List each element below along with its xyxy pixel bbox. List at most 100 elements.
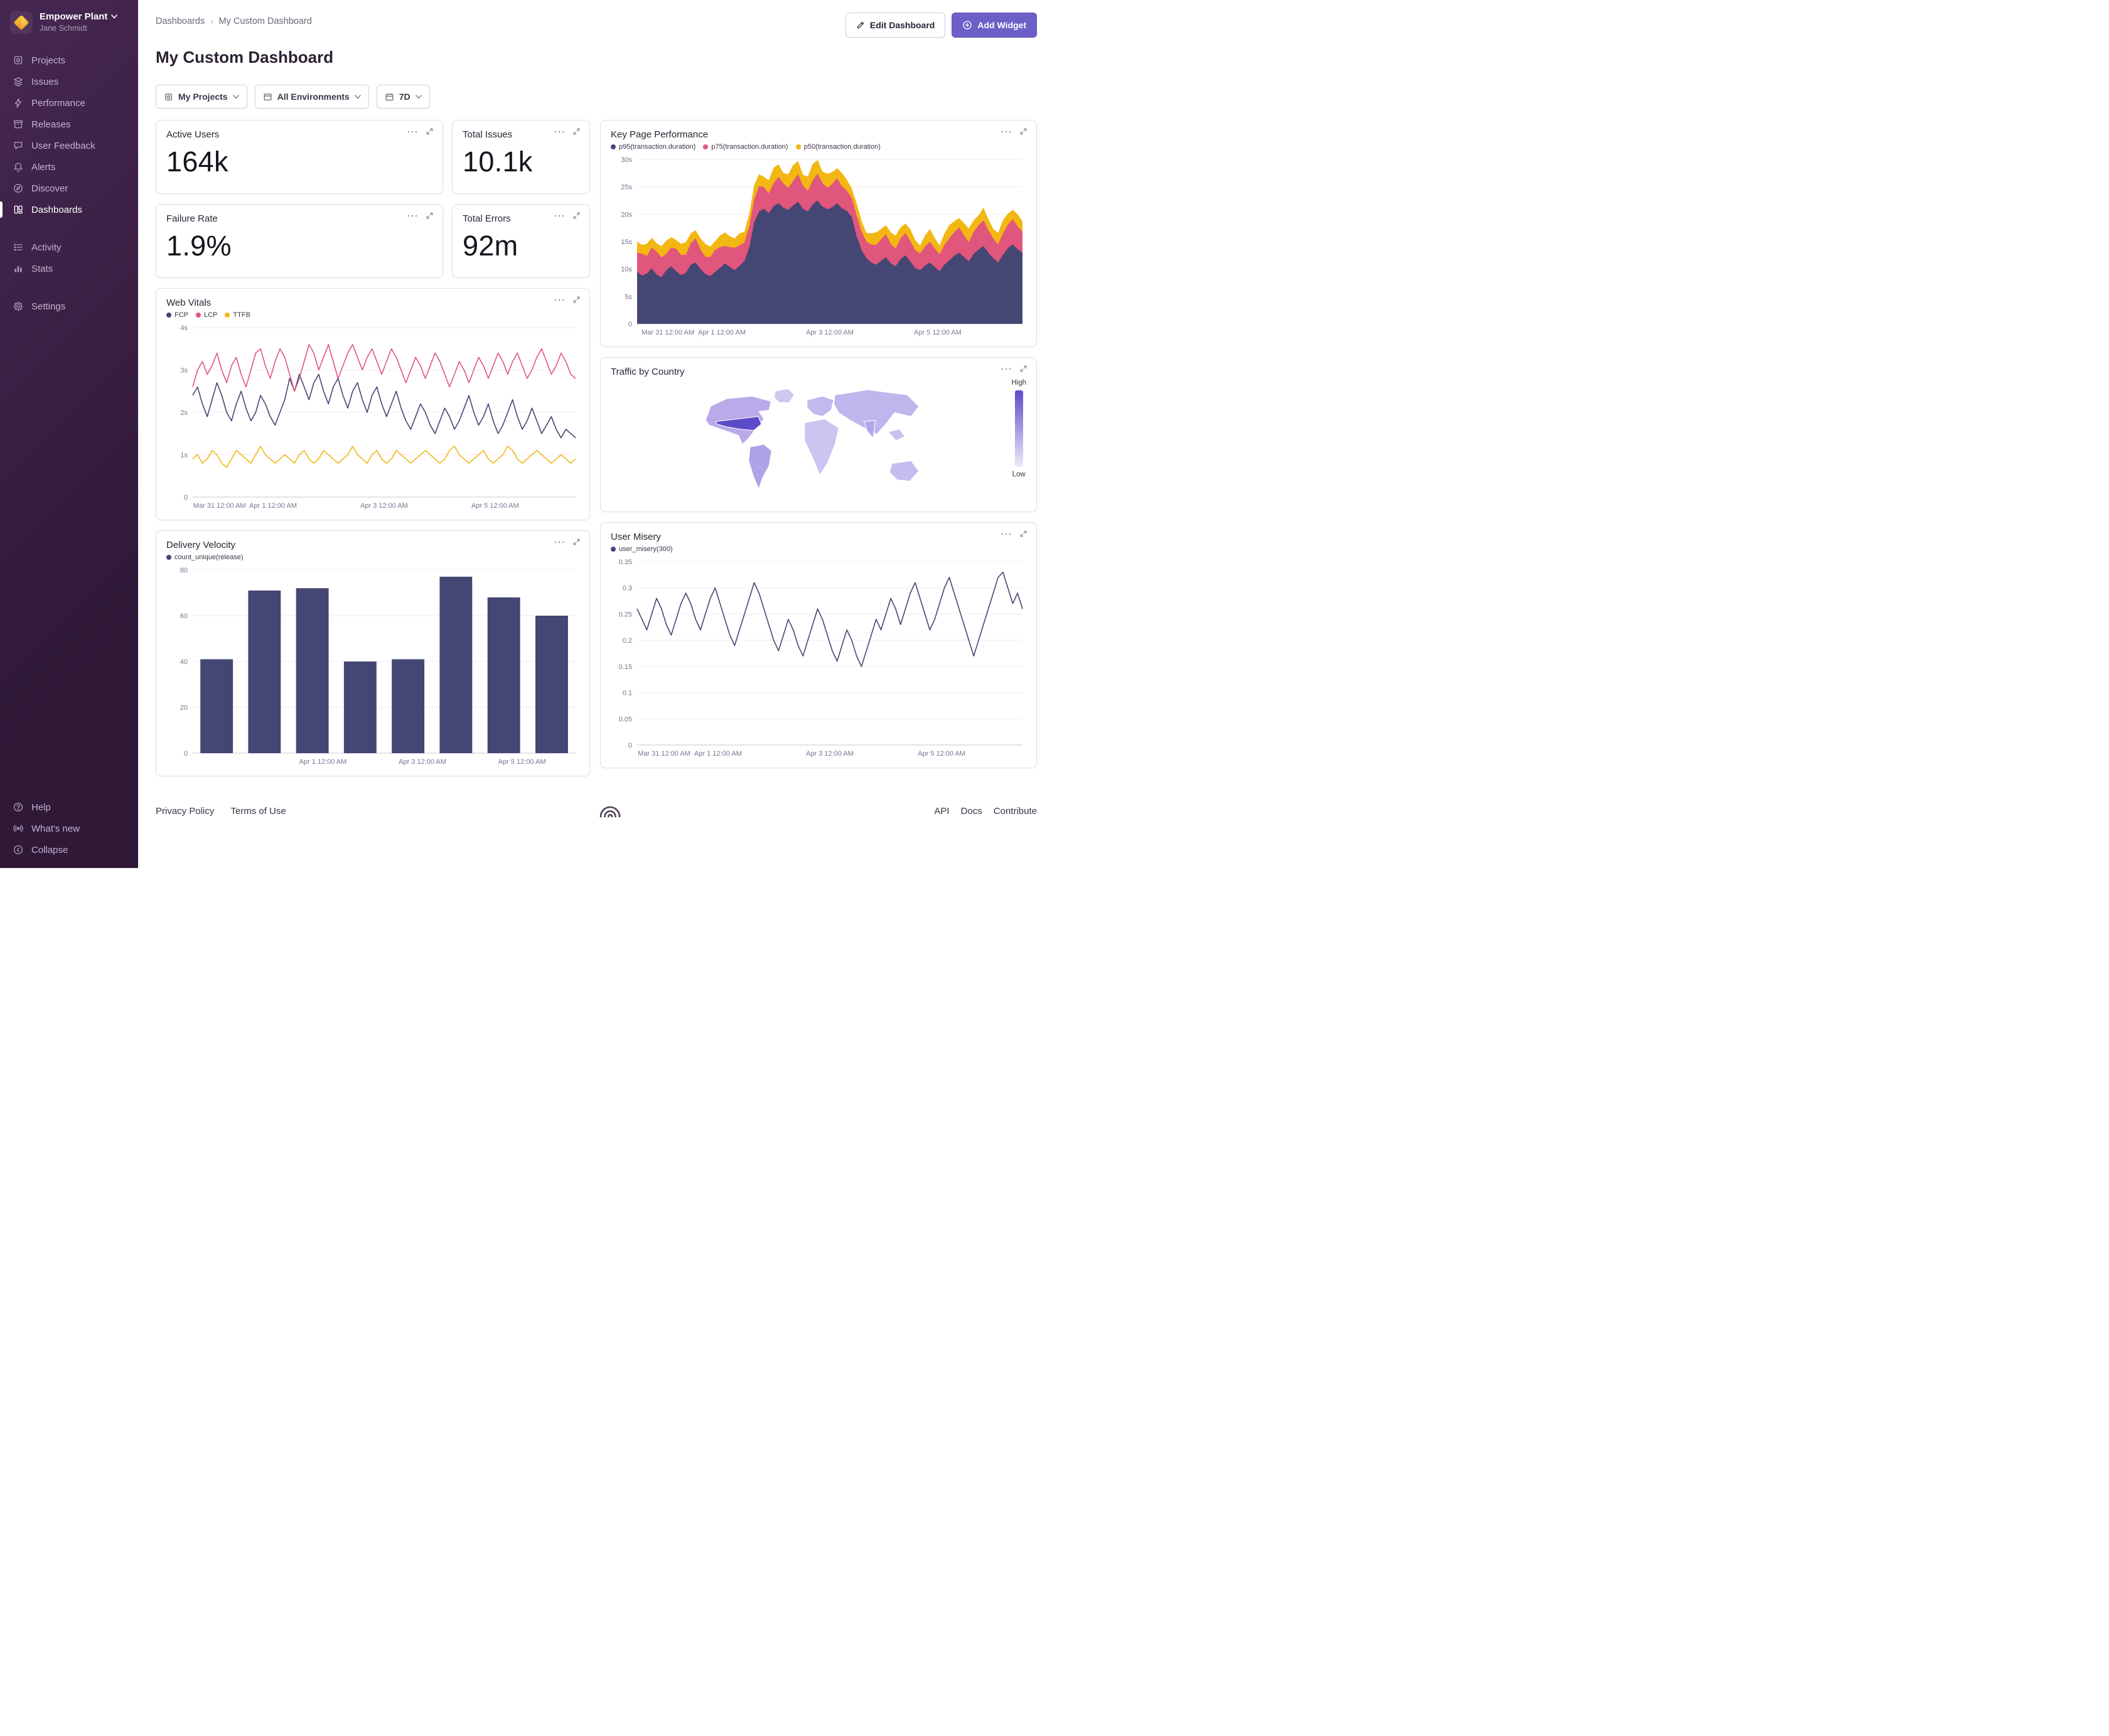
sidebar-item-activity[interactable]: Activity xyxy=(0,237,138,258)
project-filter[interactable]: My Projects xyxy=(156,85,247,109)
sidebar-item-whats-new[interactable]: What's new xyxy=(0,818,138,839)
page-title: My Custom Dashboard xyxy=(156,48,334,67)
gear-icon xyxy=(13,301,23,311)
sidebar-item-user-feedback[interactable]: User Feedback xyxy=(0,135,138,156)
legend-item[interactable]: count_unique(release) xyxy=(166,554,243,561)
edit-dashboard-button[interactable]: Edit Dashboard xyxy=(845,13,946,38)
legend-item[interactable]: p50(transaction.duration) xyxy=(795,143,881,151)
plus-circle-icon xyxy=(963,21,972,29)
user-misery-chart[interactable]: 0 0.05 0.1 0.15 0.2 0.25 0.3 0.35 Mar 31 12:00 A… xyxy=(611,557,1026,759)
widget-total-issues: Total Issues ⋯ 10.1k xyxy=(452,120,590,194)
legend-item[interactable]: FCP xyxy=(166,311,188,319)
world-map[interactable] xyxy=(611,382,1026,503)
stat-value: 10.1k xyxy=(463,146,533,178)
sidebar-item-settings[interactable]: Settings xyxy=(0,296,138,317)
widget-traffic-by-country: Traffic by Country ⋯ xyxy=(600,357,1037,512)
add-widget-button[interactable]: Add Widget xyxy=(952,13,1037,38)
widget-menu-icon[interactable]: ⋯ xyxy=(554,125,565,138)
legend-item[interactable]: TTFB xyxy=(225,311,250,319)
breadcrumb-dashboards-link[interactable]: Dashboards xyxy=(156,16,205,26)
expand-icon[interactable] xyxy=(572,127,581,136)
activity-list-icon xyxy=(14,244,23,251)
svg-text:1s: 1s xyxy=(180,452,188,459)
releases-icon xyxy=(13,120,23,129)
footer-links-right: API Docs Contribute xyxy=(934,806,1037,817)
widget-menu-icon[interactable]: ⋯ xyxy=(1001,125,1012,138)
svg-text:Apr 5 12:00 AM: Apr 5 12:00 AM xyxy=(471,502,519,510)
map-legend-high: High xyxy=(1011,379,1026,387)
widget-title: Active Users xyxy=(166,129,220,140)
svg-text:Apr 3 12:00 AM: Apr 3 12:00 AM xyxy=(360,502,408,510)
sidebar-item-discover[interactable]: Discover xyxy=(0,178,138,199)
privacy-policy-link[interactable]: Privacy Policy xyxy=(156,806,215,817)
widget-title: User Misery xyxy=(611,532,662,542)
expand-icon[interactable] xyxy=(1019,127,1028,136)
breadcrumb-separator: › xyxy=(210,16,213,26)
widget-menu-icon[interactable]: ⋯ xyxy=(554,535,565,549)
sidebar-nav: Projects Issues Performance Releases Use… xyxy=(0,50,138,317)
legend-item[interactable]: p95(transaction.duration) xyxy=(611,143,695,151)
org-switcher[interactable]: Empower Plant Jane Schmidt xyxy=(0,9,138,50)
dashboards-icon xyxy=(14,205,23,214)
sidebar-footer: Help What's new Collapse xyxy=(0,796,138,860)
filter-bar: My Projects All Environments 7D xyxy=(138,67,1054,120)
expand-icon[interactable] xyxy=(572,538,581,546)
sidebar-item-projects[interactable]: Projects xyxy=(0,50,138,71)
collapse-icon xyxy=(13,845,23,855)
sidebar-item-releases[interactable]: Releases xyxy=(0,114,138,135)
docs-link[interactable]: Docs xyxy=(960,806,982,817)
map-legend-gradient xyxy=(1014,390,1023,467)
widget-menu-icon[interactable]: ⋯ xyxy=(407,209,418,222)
environment-filter[interactable]: All Environments xyxy=(254,85,369,109)
api-link[interactable]: API xyxy=(934,806,950,817)
sidebar-collapse-button[interactable]: Collapse xyxy=(0,839,138,860)
chart-legend: p95(transaction.duration) p75(transaction… xyxy=(611,143,1026,151)
contribute-link[interactable]: Contribute xyxy=(993,806,1037,817)
stat-value: 164k xyxy=(166,146,228,178)
widget-menu-icon[interactable]: ⋯ xyxy=(407,125,418,138)
expand-icon[interactable] xyxy=(426,127,434,136)
web-vitals-chart[interactable]: 0 1s 2s 3s 4s Mar 31 12:00 AM Apr 1 12:00 AM Ap… xyxy=(166,323,579,511)
expand-icon[interactable] xyxy=(572,296,581,304)
map-asia xyxy=(833,389,920,435)
widget-menu-icon[interactable]: ⋯ xyxy=(554,209,565,222)
sidebar-item-help[interactable]: Help xyxy=(0,796,138,818)
map-australia xyxy=(889,460,920,482)
svg-text:Apr 5 12:00 AM: Apr 5 12:00 AM xyxy=(498,758,546,766)
pencil-icon xyxy=(857,21,864,29)
expand-icon[interactable] xyxy=(572,212,581,220)
main-content: Dashboards › My Custom Dashboard Edit Da… xyxy=(138,0,1054,868)
broadcast-icon xyxy=(13,825,23,832)
svg-text:0.15: 0.15 xyxy=(619,663,632,671)
terms-link[interactable]: Terms of Use xyxy=(230,806,286,817)
svg-text:0.3: 0.3 xyxy=(623,585,632,592)
issues-icon xyxy=(14,77,23,87)
widget-web-vitals: Web Vitals ⋯ FCP LCP TTFB 0 1s 2s 3s 4s Mar 31 … xyxy=(156,288,590,520)
sidebar-item-performance[interactable]: Performance xyxy=(0,92,138,114)
svg-text:Apr 1 12:00 AM: Apr 1 12:00 AM xyxy=(249,502,297,510)
sidebar-item-alerts[interactable]: Alerts xyxy=(0,156,138,178)
date-range-filter[interactable]: 7D xyxy=(376,85,430,109)
delivery-velocity-chart[interactable]: 0 20 40 60 80 Apr 1 12:00 AM Apr 3 12:00 AM Apr… xyxy=(166,565,579,767)
sidebar-item-dashboards[interactable]: Dashboards xyxy=(0,199,138,220)
key-page-performance-chart[interactable]: 0 5s 10s 15s 20s 25s 30s Mar 31 12:00 AM Apr 1 1… xyxy=(611,154,1026,338)
widget-menu-icon[interactable]: ⋯ xyxy=(1001,362,1012,375)
chart-legend: user_misery(300) xyxy=(611,545,1026,553)
legend-item[interactable]: LCP xyxy=(196,311,217,319)
svg-text:Apr 3 12:00 AM: Apr 3 12:00 AM xyxy=(399,758,446,766)
expand-icon[interactable] xyxy=(1019,365,1028,373)
svg-text:0: 0 xyxy=(184,494,188,501)
sidebar-item-issues[interactable]: Issues xyxy=(0,71,138,92)
svg-text:60: 60 xyxy=(180,613,188,620)
widget-active-users: Active Users ⋯ 164k xyxy=(156,120,443,194)
sidebar-item-stats[interactable]: Stats xyxy=(0,258,138,279)
map-europe xyxy=(807,395,834,417)
legend-item[interactable]: user_misery(300) xyxy=(611,545,673,553)
expand-icon[interactable] xyxy=(1019,530,1028,538)
expand-icon[interactable] xyxy=(426,212,434,220)
legend-item[interactable]: p75(transaction.duration) xyxy=(703,143,788,151)
widget-menu-icon[interactable]: ⋯ xyxy=(1001,527,1012,540)
widget-menu-icon[interactable]: ⋯ xyxy=(554,293,565,306)
svg-text:0.1: 0.1 xyxy=(623,690,632,697)
sidebar-item-label: Activity xyxy=(31,242,62,253)
